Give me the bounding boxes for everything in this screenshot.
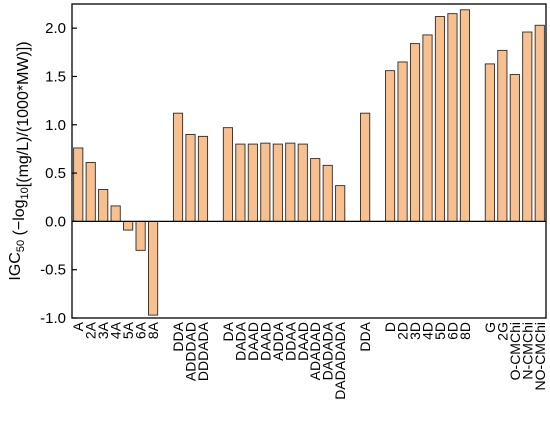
y-tick-label: 2.0: [45, 20, 66, 37]
y-tick-label: 0.5: [45, 165, 66, 182]
x-category-label: DA: [220, 321, 236, 341]
bar-4a-3: [110, 205, 121, 222]
bar-4d-28: [422, 34, 433, 222]
bar-d-25: [385, 70, 396, 222]
bar-5a-4: [123, 220, 134, 231]
x-category-label: 8D: [457, 322, 473, 340]
bar-adddad-9: [185, 133, 196, 222]
bar-5d-29: [434, 16, 446, 222]
x-category-label: DAAD: [257, 322, 273, 361]
y-tick-label: 1.5: [45, 68, 66, 85]
bar-8a-6: [148, 220, 159, 316]
x-category-label: 8A: [145, 321, 161, 339]
bar-daad-14: [247, 143, 258, 222]
x-category-label: DAAD: [245, 322, 261, 361]
x-category-label: DADADA: [320, 321, 336, 380]
x-category-label: DADA: [232, 321, 248, 361]
bar-daad-18: [297, 143, 308, 222]
x-category-label: 6A: [133, 321, 149, 339]
bar-2d-26: [397, 61, 408, 222]
bar-6a-5: [135, 220, 146, 251]
bars-group: [73, 9, 545, 316]
bar-ddaa-17: [285, 142, 296, 222]
x-category-label: O-CMChi: [507, 322, 523, 380]
x-category-label: ADDA: [270, 321, 286, 361]
x-category-label: DDDADA: [195, 321, 211, 381]
bar-dada-13: [235, 143, 246, 222]
bar-n-cmchi-36: [522, 31, 533, 222]
bar-adda-16: [272, 143, 283, 222]
bar-3a-2: [98, 189, 109, 222]
bar-daad-15: [260, 142, 271, 222]
bar-dadadada-21: [335, 185, 346, 222]
y-tick-label: 0.0: [45, 213, 66, 230]
bar-adadad-19: [310, 158, 321, 222]
x-category-label: NO-CMChi: [532, 322, 548, 390]
x-category-label: DDAA: [282, 321, 298, 361]
bar-dda-8: [172, 112, 184, 222]
y-axis-title: IGC50 (−log10[(mg/L)/(1000*MW)]): [7, 41, 32, 280]
x-category-label: DDA: [170, 321, 186, 351]
x-category-label: D: [382, 322, 398, 332]
x-category-label: ADDDAD: [183, 322, 199, 381]
x-category-label: N-CMChi: [519, 322, 535, 380]
x-category-label: 3A: [95, 321, 111, 339]
x-category-label: 5A: [120, 321, 136, 339]
x-category-label: 2A: [83, 321, 99, 339]
x-category-label: 3D: [407, 322, 423, 340]
plot-frame: [71, 3, 547, 319]
bar-o-cmchi-35: [509, 74, 520, 222]
x-category-label: DADADADA: [332, 321, 348, 399]
bar-2g-34: [497, 49, 508, 222]
bar-dddada-10: [197, 135, 209, 222]
bar-da-12: [222, 127, 233, 222]
x-category-label: ADADAD: [307, 322, 323, 380]
x-category-label: DDA: [357, 321, 373, 351]
y-tick-label: 1.0: [45, 117, 66, 134]
bar-a-0: [73, 147, 84, 222]
x-category-label: 2G: [494, 322, 510, 341]
bar-8d-31: [459, 9, 470, 222]
y-tick-label: -0.5: [40, 262, 66, 279]
bar-g-33: [484, 63, 495, 222]
bar-3d-27: [409, 43, 421, 222]
x-category-label: 2D: [395, 322, 411, 340]
bar-no-cmchi-37: [534, 24, 545, 222]
bar-dadada-20: [322, 164, 333, 222]
bar-6d-30: [447, 13, 458, 222]
bar-2a-1: [85, 161, 96, 222]
x-category-label: G: [482, 322, 498, 333]
y-axis-ticks: -1.0 -0.5 0.0 0.5 1.0 1.5 2.0: [40, 20, 77, 327]
bar-dda-23: [360, 112, 371, 222]
x-category-label: 4A: [108, 321, 124, 339]
x-category-label: A: [70, 321, 86, 331]
y-tick-label: -1.0: [40, 310, 66, 327]
x-category-label: 4D: [420, 322, 436, 340]
x-category-label: 6D: [444, 322, 460, 340]
x-category-label: 5D: [432, 322, 448, 340]
x-category-label: DAAD: [295, 322, 311, 361]
